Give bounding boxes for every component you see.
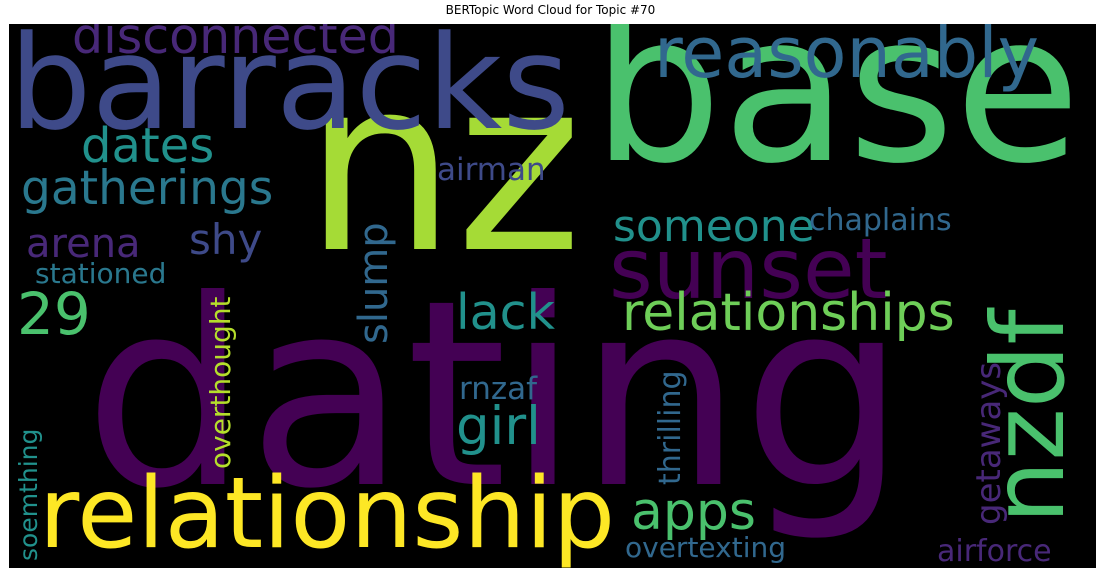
word-disconnected: disconnected bbox=[72, 24, 399, 65]
word-dates: dates bbox=[81, 118, 215, 174]
word-rnzaf: rnzaf bbox=[459, 371, 538, 407]
word-lack: lack bbox=[456, 284, 555, 341]
word-soemthing: soemthing bbox=[14, 428, 43, 561]
word-base: base bbox=[592, 24, 1081, 209]
word-airman: airman bbox=[437, 152, 546, 188]
word-nz: nz bbox=[304, 26, 583, 306]
word-relationship: relationship bbox=[39, 457, 616, 568]
word-slump: slump bbox=[351, 222, 397, 344]
word-arena: arena bbox=[26, 221, 141, 267]
word-airforce: airforce bbox=[937, 534, 1052, 568]
word-shy: shy bbox=[189, 215, 263, 264]
word-29: 29 bbox=[17, 280, 91, 348]
word-sunset: sunset bbox=[609, 220, 888, 318]
word-someone: someone bbox=[613, 201, 815, 252]
word-getaways: getaways bbox=[969, 361, 1009, 525]
chart-title: BERTopic Word Cloud for Topic #70 bbox=[445, 3, 656, 17]
word-reasonably: reasonably bbox=[654, 24, 1040, 94]
word-girl: girl bbox=[456, 396, 541, 457]
word-overthought: overthought bbox=[204, 296, 237, 469]
word-overtexting: overtexting bbox=[625, 531, 786, 564]
word-thrilling: thrilling bbox=[653, 370, 688, 485]
word-apps: apps bbox=[631, 482, 756, 542]
word-dating: dating bbox=[84, 245, 906, 545]
word-relationships: relationships bbox=[622, 283, 955, 343]
word-cloud: dating nz base barracks relationship nzd… bbox=[9, 24, 1096, 568]
word-barracks: barracks bbox=[9, 24, 570, 159]
word-stationed: stationed bbox=[35, 257, 167, 290]
word-chaplains: chaplains bbox=[809, 203, 952, 238]
word-gatherings: gatherings bbox=[21, 161, 274, 216]
